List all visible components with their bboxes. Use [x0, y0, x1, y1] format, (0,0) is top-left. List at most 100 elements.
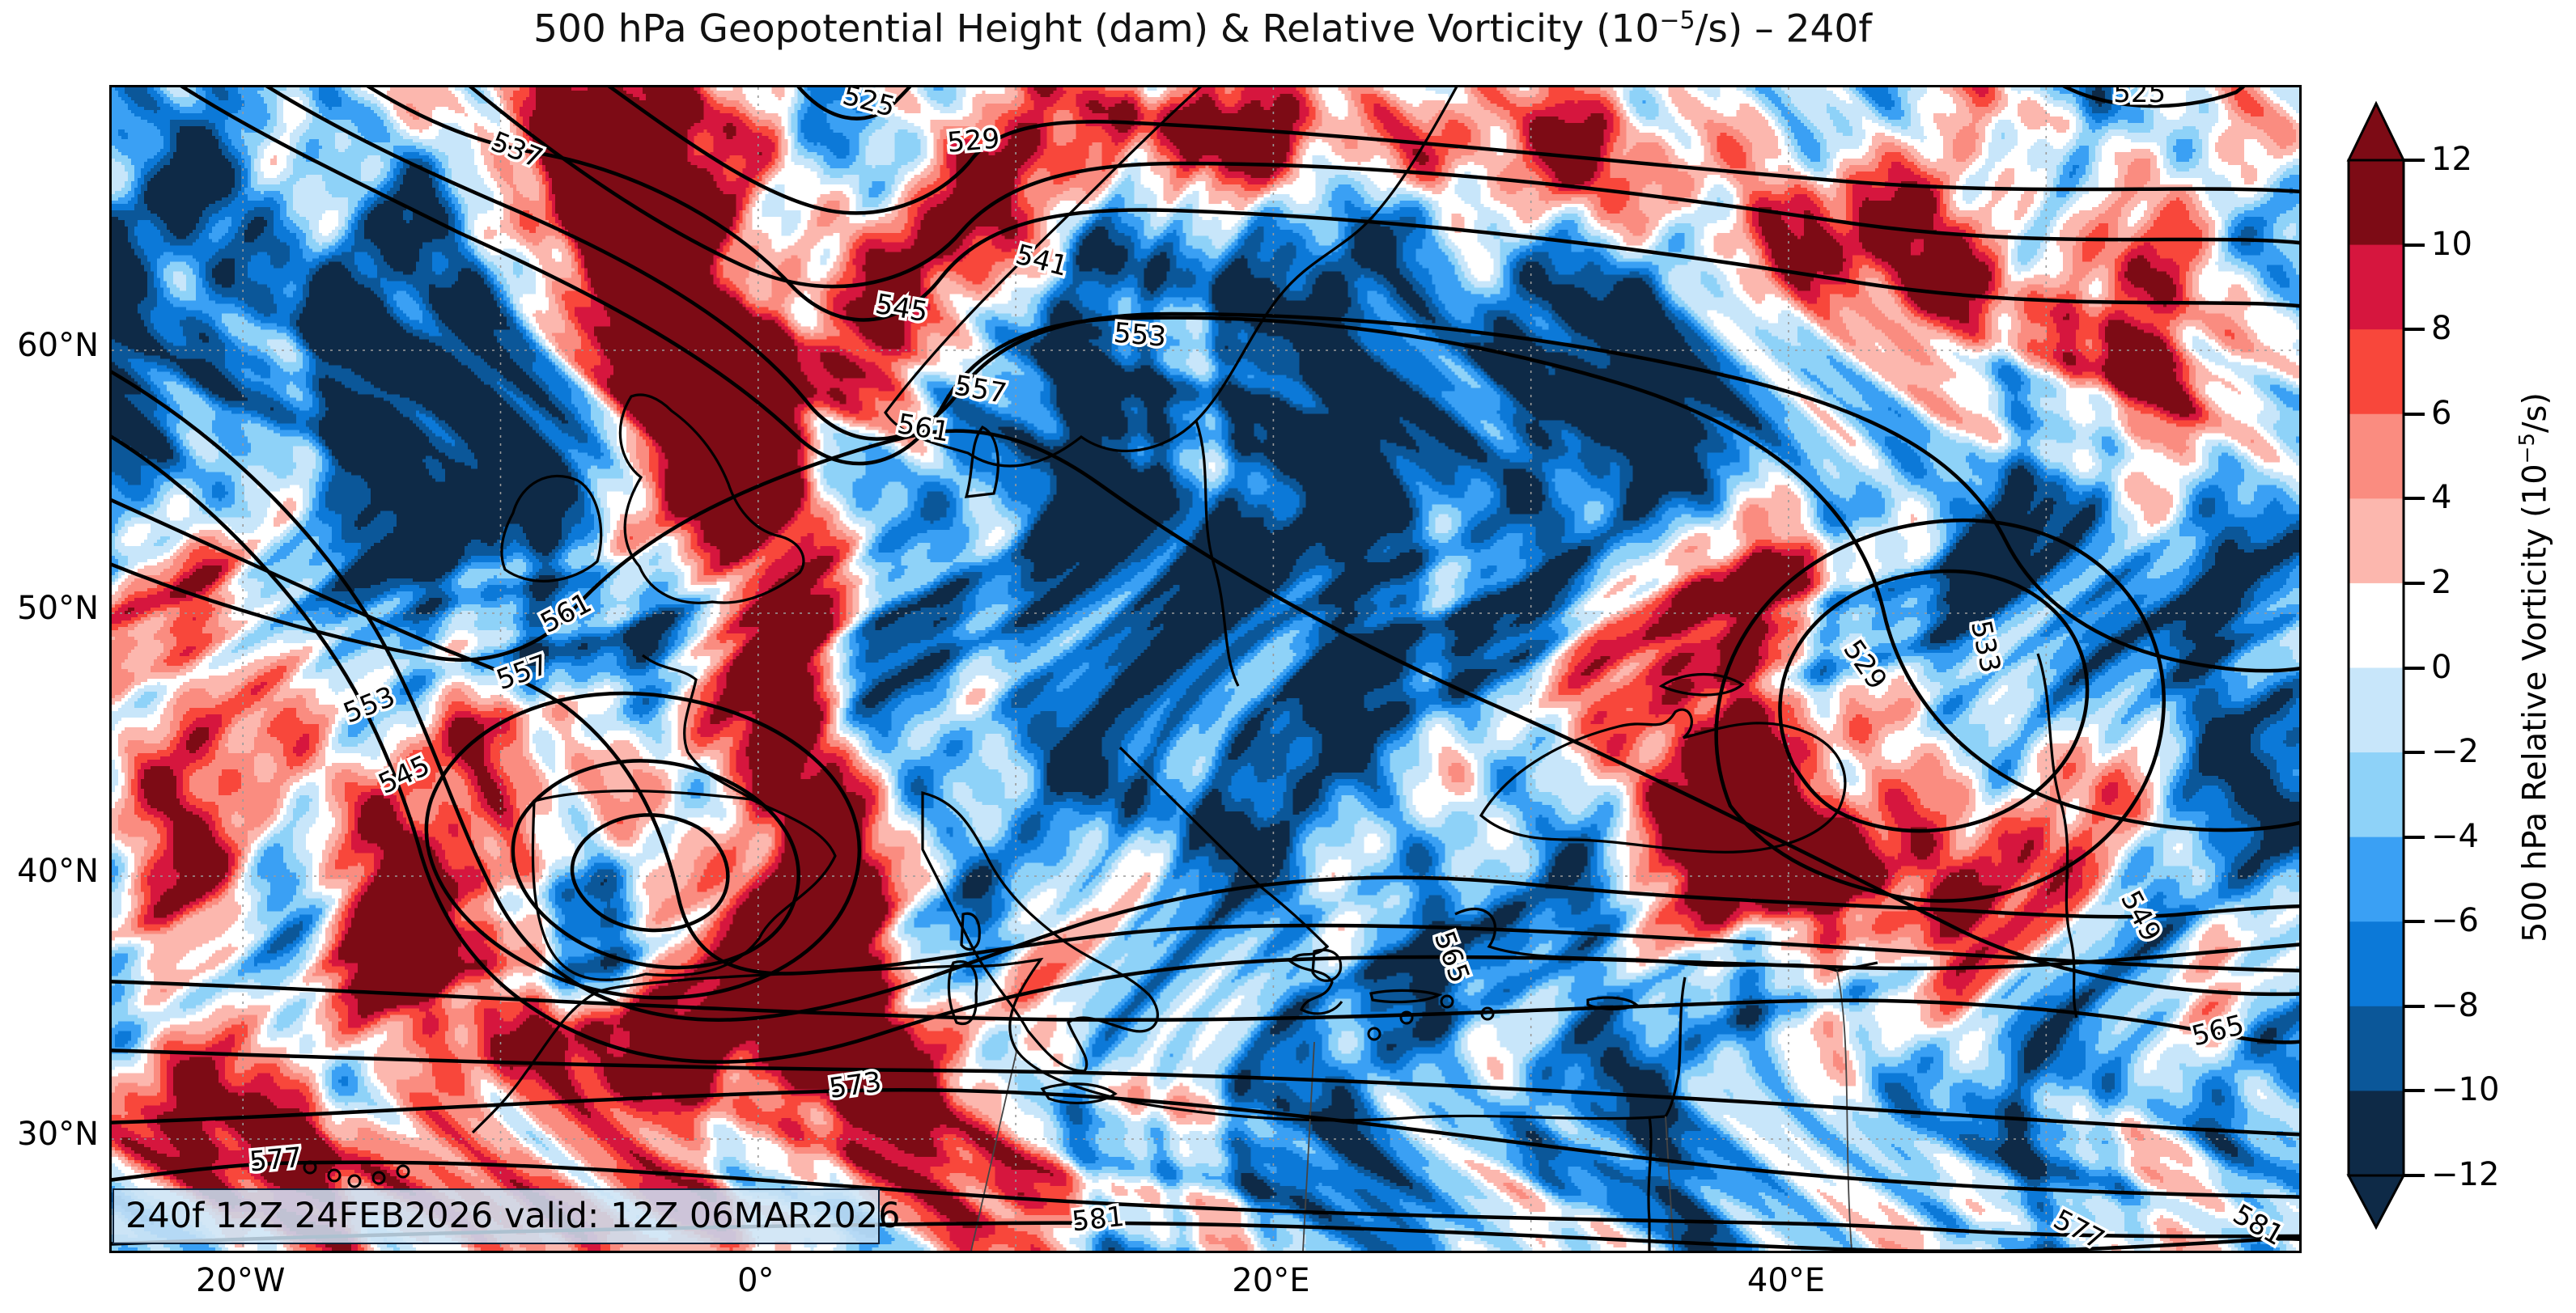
lat-tick-label: 60°N	[17, 327, 99, 364]
coastline-path	[1195, 420, 1240, 687]
colorbar-tick-label: 4	[2431, 479, 2452, 517]
colorbar-tick-mark	[2404, 920, 2425, 924]
height-contour-line	[424, 691, 862, 1000]
colorbar-label: 500 hPa Relative Vorticity (10−5/s)	[2515, 392, 2554, 942]
colorbar-segment	[2349, 1006, 2404, 1092]
contour-label-533: 533	[1964, 617, 2007, 676]
lat-tick-label: 40°N	[17, 853, 99, 890]
colorbar-tick-label: −6	[2431, 902, 2479, 940]
contour-label-553: 553	[339, 680, 400, 730]
colorbar-tick-mark	[2404, 328, 2425, 332]
height-contour-line	[112, 1160, 2299, 1239]
colorbar-segment	[2349, 837, 2404, 922]
colorbar-over-arrow	[2346, 100, 2406, 162]
colorbar-tick-mark	[2404, 1004, 2425, 1008]
lat-tick-label: 50°N	[17, 590, 99, 627]
colorbar-segment	[2349, 921, 2404, 1007]
height-contour-line	[112, 498, 2299, 976]
colorbar-tick-label: 2	[2431, 563, 2452, 601]
contour-label-557: 557	[952, 370, 1009, 411]
contour-label-537: 537	[486, 125, 547, 175]
country-border	[1302, 1041, 1315, 1251]
contour-label-581: 581	[1071, 1201, 1127, 1239]
colorbar-tick-mark	[2404, 751, 2425, 755]
contour-label-565: 565	[2188, 1009, 2247, 1053]
colorbar-segment	[2349, 413, 2404, 499]
contour-label-565: 565	[1428, 927, 1476, 988]
coastline-path	[2036, 653, 2078, 1019]
contour-label-553: 553	[1112, 316, 1167, 354]
coastline-path	[642, 654, 753, 801]
colorbar-tick-mark	[2404, 1089, 2425, 1093]
lat-tick-label: 30°N	[17, 1116, 99, 1153]
coastline-path	[1479, 708, 1847, 853]
colorbar-segment	[2349, 329, 2404, 415]
colorbar-tick-label: 12	[2431, 141, 2472, 178]
country-border	[970, 1051, 1017, 1251]
coastline-path	[884, 87, 1458, 468]
height-contour-line	[112, 370, 2299, 1022]
colorbar-tick-mark	[2404, 835, 2425, 839]
contour-label-577: 577	[248, 1141, 303, 1179]
coastline-path	[618, 393, 805, 604]
height-contour-line	[1778, 569, 2090, 833]
height-contour-line	[366, 87, 2299, 322]
height-contour-line	[607, 87, 2299, 215]
colorbar-tick-label: 0	[2431, 648, 2452, 686]
colorbar-tick-label: 6	[2431, 394, 2452, 432]
height-contour-line	[1714, 519, 2166, 903]
coastline-path	[1118, 746, 1343, 1015]
contour-label-529: 529	[946, 122, 1001, 159]
colorbar-segment	[2349, 582, 2404, 669]
height-contour-line	[112, 980, 2299, 1044]
country-border	[1665, 1116, 1674, 1251]
colorbar-tick-label: 10	[2431, 225, 2472, 263]
colorbar-tick-mark	[2404, 1174, 2425, 1177]
coastline-path	[1311, 948, 1343, 982]
contour-label-577: 577	[2048, 1203, 2110, 1251]
colorbar-segment	[2349, 752, 2404, 838]
coastline-path	[921, 790, 1159, 1073]
map-plot-area: 525 525 529 537 541 545 553 557 561 529 533 561 557 5…	[109, 85, 2302, 1253]
height-contour-line	[511, 759, 800, 970]
colorbar-segment	[2349, 244, 2404, 330]
coastline-path	[1664, 976, 1687, 1117]
height-contour-line	[265, 87, 2299, 673]
colorbar-segment	[2349, 160, 2404, 246]
height-contour-line	[112, 434, 2299, 1064]
height-contour-line	[2062, 87, 2246, 108]
colorbar-tick-label: −12	[2431, 1156, 2500, 1193]
colorbar-tick-label: −4	[2431, 817, 2479, 855]
height-contour-line	[112, 1048, 2299, 1137]
contour-label-525: 525	[2113, 87, 2166, 109]
geopotential-height-contours	[112, 87, 2299, 1251]
coastline-path	[1369, 989, 1443, 1004]
coastline-path	[500, 474, 603, 582]
colorbar-segment	[2349, 667, 2404, 753]
coastline-path	[1647, 1116, 1653, 1251]
colorbar-tick-label: 8	[2431, 310, 2452, 348]
coastline-path	[531, 790, 837, 981]
contour-label-561: 561	[895, 408, 953, 449]
colorbar-tick-label: −8	[2431, 986, 2479, 1024]
chart-title: 500 hPa Geopotential Height (dam) & Rela…	[533, 6, 1872, 52]
colorbar-segment	[2349, 1091, 2404, 1176]
height-contour-line	[112, 1088, 2299, 1199]
graticule-gridlines	[112, 87, 2299, 1251]
lon-tick-label: 20°W	[195, 1262, 286, 1299]
colorbar	[2346, 100, 2406, 1230]
lon-tick-label: 40°E	[1746, 1262, 1826, 1299]
colorbar-tick-label: −2	[2431, 733, 2479, 771]
country-border	[1836, 970, 1852, 1251]
colorbar-tick-mark	[2404, 666, 2425, 670]
colorbar-tick-label: −10	[2431, 1071, 2500, 1109]
coastline-path	[1658, 673, 1745, 697]
lon-tick-label: 0°	[737, 1262, 774, 1299]
colorbar-tick-mark	[2404, 412, 2425, 416]
colorbar-tick-mark	[2404, 243, 2425, 247]
coastline-path	[960, 912, 981, 951]
colorbar-tick-mark	[2404, 497, 2425, 501]
